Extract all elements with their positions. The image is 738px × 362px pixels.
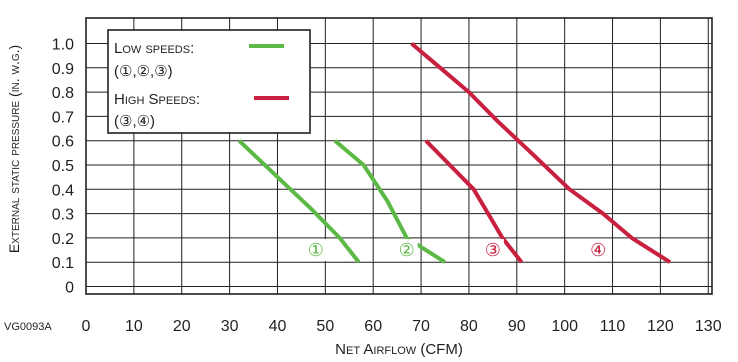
series-tag-bg bbox=[481, 239, 504, 262]
series-tag-2: ② bbox=[399, 240, 415, 261]
y-tick-label: 1.0 bbox=[52, 37, 74, 54]
series-tag-3: ③ bbox=[485, 240, 501, 261]
x-tick-label: 20 bbox=[173, 318, 191, 335]
x-tick-label: 90 bbox=[508, 318, 526, 335]
legend-low-label: Low speeds: bbox=[114, 40, 194, 57]
y-tick-label: 0 bbox=[65, 280, 74, 297]
x-tick-label: 60 bbox=[364, 318, 382, 335]
series-line-3 bbox=[424, 139, 524, 264]
x-tick-label: 10 bbox=[125, 318, 143, 335]
y-tick-label: 0.7 bbox=[52, 109, 74, 126]
series-line-1 bbox=[237, 139, 361, 264]
y-tick-label: 0.9 bbox=[52, 61, 74, 78]
series-tag-4: ④ bbox=[590, 240, 606, 261]
x-tick-label: 40 bbox=[269, 318, 287, 335]
y-tick-label: 0.5 bbox=[52, 158, 74, 175]
series-tag-bg bbox=[587, 239, 610, 262]
y-tick-labels: 0 0.1 0.2 0.3 0.4 0.5 0.6 0.7 0.8 0.9 1.0 bbox=[52, 37, 74, 297]
series-tag-1: ① bbox=[308, 240, 324, 261]
legend-high-label: High Speeds: bbox=[114, 91, 200, 108]
series-line-2 bbox=[333, 139, 447, 264]
y-tick-label: 0.8 bbox=[52, 85, 74, 102]
y-tick-label: 0.4 bbox=[52, 182, 74, 199]
x-tick-label: 0 bbox=[82, 318, 91, 335]
y-axis-label: External static pressure (in. w.g.) bbox=[6, 45, 22, 253]
x-tick-label: 50 bbox=[316, 318, 334, 335]
legend-low-speeds: (①,②,③) bbox=[114, 63, 173, 80]
grid-lines bbox=[86, 18, 712, 294]
x-tick-label: 30 bbox=[221, 318, 239, 335]
y-tick-label: 0.1 bbox=[52, 255, 74, 272]
series-lines bbox=[237, 41, 672, 264]
y-tick-label: 0.2 bbox=[52, 231, 74, 248]
y-tick-label: 0.6 bbox=[52, 134, 74, 151]
x-tick-label: 110 bbox=[600, 318, 626, 335]
x-tick-labels: 0 10 20 30 40 50 60 70 80 90 100 110 120 130 bbox=[82, 318, 722, 335]
x-axis-label: Net Airflow (CFM) bbox=[335, 341, 463, 358]
plot-frame bbox=[85, 17, 713, 295]
x-tick-label: 100 bbox=[551, 318, 578, 335]
series-tags: ① ② ③ ④ bbox=[304, 239, 610, 262]
y-tick-label: 0.3 bbox=[52, 207, 74, 224]
series-tag-bg bbox=[304, 239, 327, 262]
figure-id: VG0093A bbox=[4, 321, 52, 333]
x-tick-label: 120 bbox=[647, 318, 674, 335]
legend-high-speeds: (③,④) bbox=[114, 113, 155, 130]
series-tag-bg bbox=[395, 239, 418, 262]
series-line-4 bbox=[410, 41, 672, 264]
x-tick-label: 130 bbox=[695, 318, 722, 335]
legend: Low speeds: (①,②,③) High Speeds: (③,④) bbox=[107, 29, 311, 134]
x-tick-label: 70 bbox=[412, 318, 430, 335]
x-tick-label: 80 bbox=[460, 318, 478, 335]
